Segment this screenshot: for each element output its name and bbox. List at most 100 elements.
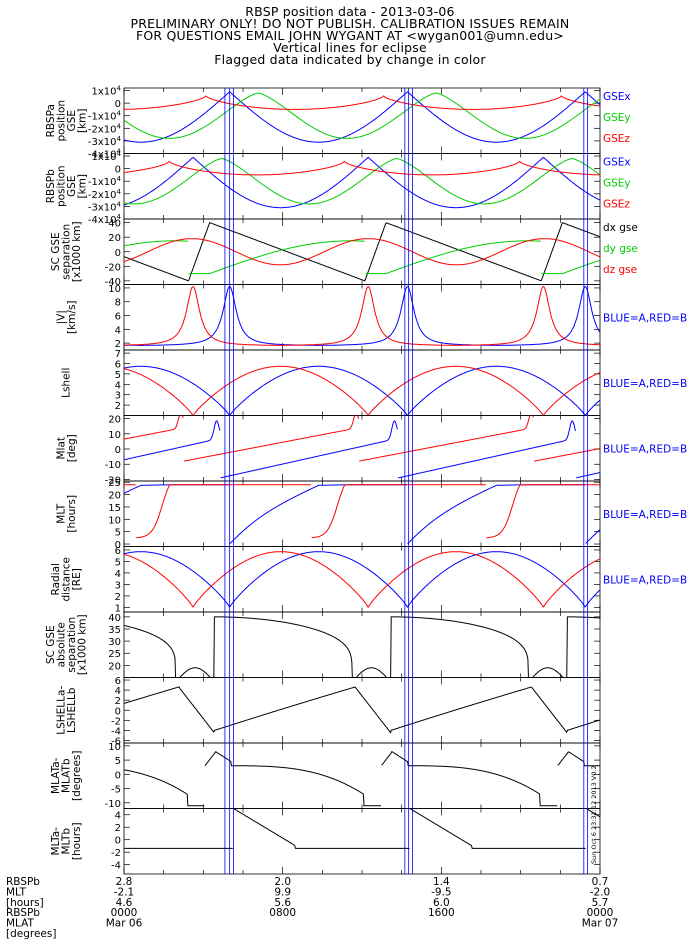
legend-entry: GSEz (603, 133, 630, 145)
panel-curves (124, 415, 600, 479)
legend-entry: BLUE=A,RED=B (603, 312, 687, 324)
y-tick-label: 10 (108, 284, 121, 295)
panel-curves (124, 484, 600, 545)
panel-2: 1x1040-1x104-2x104-3x104-4x104RBSPbposit… (45, 150, 631, 226)
footer-cell: 6.0 (433, 897, 450, 909)
panel-frame (123, 546, 601, 613)
y-tick-label: -1x104 (88, 175, 122, 188)
y-axis-label-line: distance (61, 557, 73, 602)
panel-curves (124, 750, 600, 807)
y-tick-label: 20 (108, 491, 121, 502)
y-axis-label-line: MLTb (61, 828, 73, 855)
panel-frame (123, 349, 601, 416)
y-tick-label: -5 (111, 785, 121, 796)
legend-entry: BLUE=A,RED=B (603, 574, 687, 586)
y-axis-label-line: SC GSE (50, 232, 62, 271)
legend-entry: GSEy (603, 112, 631, 124)
y-tick-label: 5 (115, 557, 121, 568)
dz-gse-line (124, 238, 600, 266)
panel-1: 1x1040-1x104-2x104-3x104-4x104RBSPaposit… (45, 85, 631, 161)
y-tick-label: -6 (111, 736, 121, 747)
panel-curves (124, 365, 600, 416)
footer-cell: 2.8 (116, 876, 133, 888)
y-tick-label: -2x104 (88, 122, 122, 135)
y-tick-label: 10 (108, 742, 121, 753)
mlat-a-line (124, 420, 600, 479)
dx-gse-line (124, 221, 600, 282)
chart-subtitle-eclipse: Vertical lines for eclipse (273, 40, 427, 55)
y-tick-label: 3 (115, 580, 121, 591)
y-tick-label: 6 (115, 546, 121, 557)
legend-entry: dy gse (603, 243, 638, 255)
y-axis-label-line: [RE] (71, 568, 83, 590)
chart-title: RBSP position data - 2013-03-06 (245, 4, 455, 19)
gse-y-line (124, 157, 600, 205)
y-axis-label-line: [x1000 km] (76, 614, 88, 675)
y-axis-label-line: [hours] (66, 495, 78, 533)
y-tick-label: -1x104 (88, 110, 122, 123)
legend-entry: dx gse (603, 222, 638, 234)
panel-6: 20 10 0 -10 -20 Mlat[deg] BLUE=A,RED=B (55, 415, 687, 487)
y-tick-label: 40 (108, 613, 121, 624)
y-tick-label: 4 (115, 686, 121, 697)
y-tick-label: -10 (105, 460, 121, 471)
footer-row-label: MLT (6, 886, 26, 898)
y-tick-label: -4 (111, 861, 121, 872)
y-axis-label-line: [x1000 km] (71, 221, 83, 282)
gse-z-line (124, 160, 600, 176)
y-axis-label-line: MLATa- (50, 757, 62, 794)
footer-cell: -2.1 (114, 886, 135, 898)
y-tick-label: 3 (115, 391, 121, 402)
y-tick-label: 25 (108, 478, 121, 489)
y-axis-label-line: Radial (50, 563, 62, 595)
gse-y-line (124, 92, 600, 139)
eclipse-lines (224, 88, 589, 874)
chart-subtitle-warning: PRELIMINARY ONLY! DO NOT PUBLISH. CALIBR… (130, 16, 570, 31)
y-axis-label: Lshell (61, 368, 73, 398)
y-axis-label-line: separation (66, 617, 78, 673)
y-axis-label-line: MLTa- (50, 827, 62, 856)
y-tick-label: -2 (111, 716, 121, 727)
gse-x-line (124, 156, 600, 209)
y-axis-label-line: LSHELLb (66, 687, 78, 733)
y-tick-label: 2 (115, 823, 121, 834)
legend-entry: BLUE=A,RED=B (603, 509, 687, 521)
version-stamp: Sun Oct 6 23:31:12 2013 V0.2 (590, 765, 598, 864)
legend-entry: GSEx (603, 91, 631, 103)
y-axis-label: MLTa-MLTb[hours] (50, 822, 83, 860)
separation-line (124, 616, 600, 678)
y-tick-label: 1 (115, 603, 121, 614)
footer-row-label: RBSPb (6, 876, 40, 888)
panel-curves (124, 286, 600, 346)
y-axis-label-line: position (55, 165, 67, 207)
y-axis-label-line: [deg] (66, 434, 78, 462)
y-axis-label-line: MLATb (61, 758, 73, 793)
y-tick-label: -20 (105, 262, 121, 273)
y-tick-label: 25 (108, 649, 121, 660)
legend-entry: BLUE=A,RED=B (603, 443, 687, 455)
y-tick-label: 20 (108, 415, 121, 426)
y-tick-label: 15 (108, 503, 121, 514)
panel-curves (124, 221, 600, 282)
y-tick-label: 2 (115, 401, 121, 412)
y-tick-label: -4 (111, 726, 121, 737)
y-tick-label: 1x104 (92, 150, 122, 163)
y-tick-label: -20 (105, 475, 121, 486)
gse-x-line (124, 91, 600, 143)
panel-12: 42 0-2 -4 MLTa-MLTb[hours] (50, 808, 601, 875)
y-tick-label: 6 (115, 360, 121, 371)
panel-curves (124, 686, 600, 734)
panel-curves (124, 808, 600, 849)
y-tick-label: 10 (108, 430, 121, 441)
y-tick-label: 0 (115, 706, 121, 717)
footer-cell: 5.7 (592, 897, 609, 909)
y-axis-label: Mlat[deg] (55, 434, 78, 462)
